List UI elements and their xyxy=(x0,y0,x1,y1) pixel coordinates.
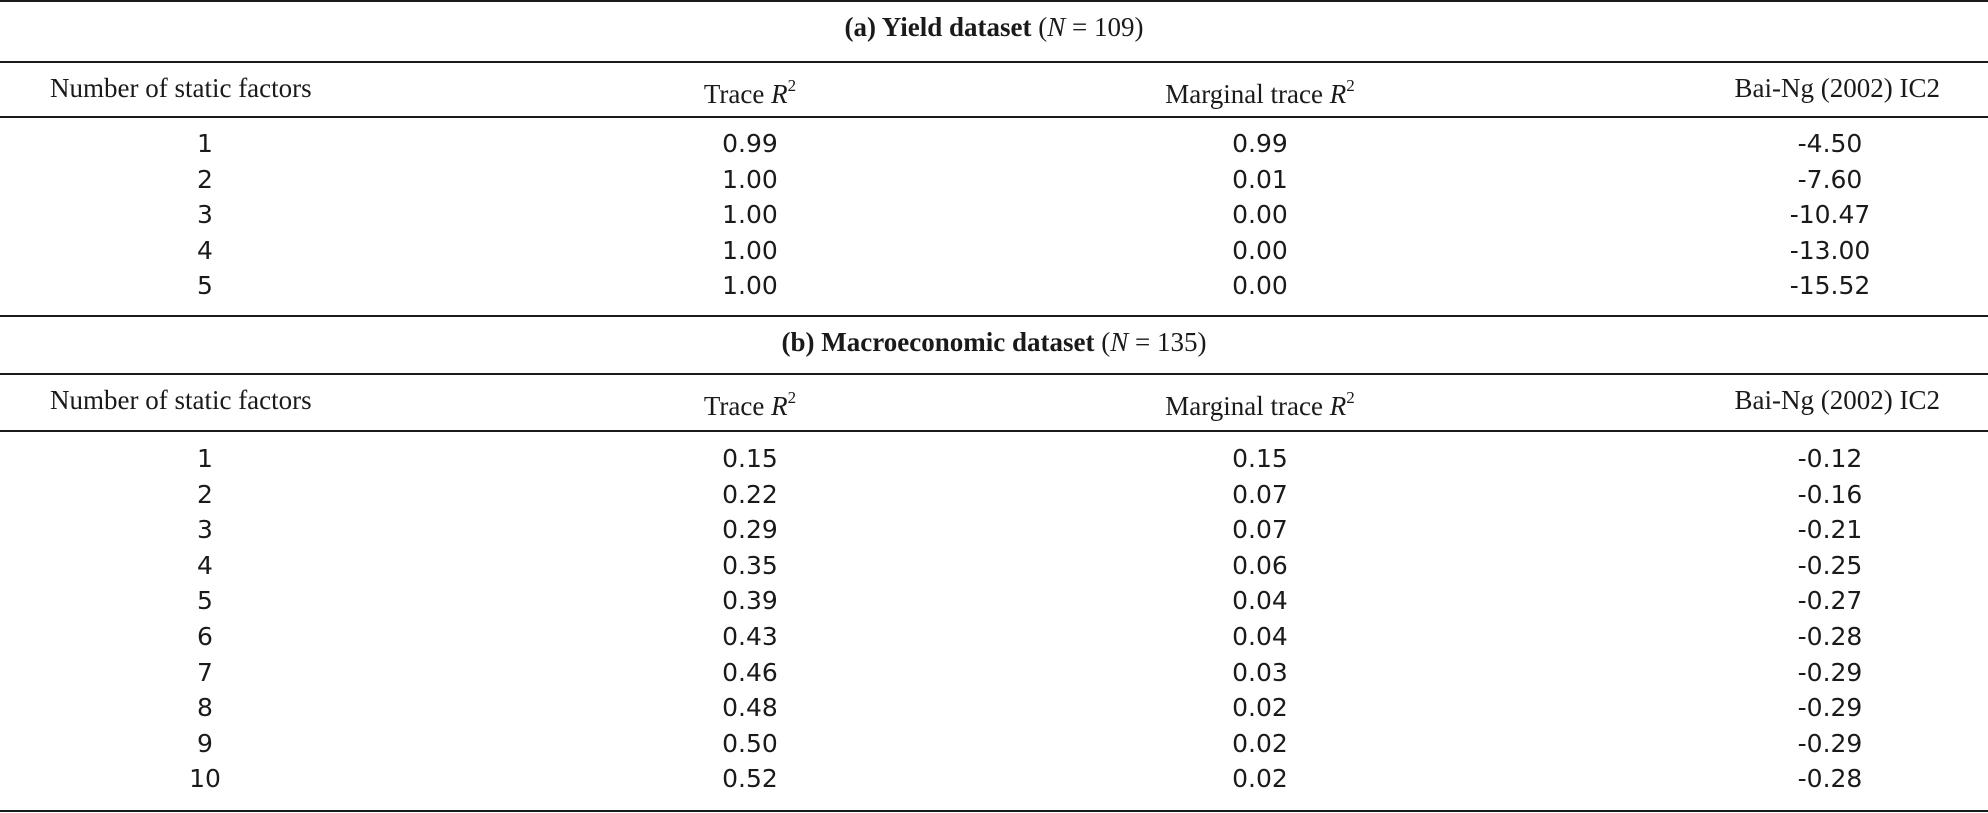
factors-cell: 7 xyxy=(197,657,213,687)
marginal-cell: 0.02 xyxy=(1232,728,1288,758)
factors-cell: 9 xyxy=(197,728,213,758)
factors-cell: 8 xyxy=(197,693,213,723)
trace-cell: 1.00 xyxy=(722,271,778,300)
trace-cell: 0.48 xyxy=(722,693,778,723)
panel-b-title: (b) Macroeconomic dataset (N = 135) xyxy=(0,326,1988,358)
panel-a-n-value: = 109) xyxy=(1065,12,1144,42)
factors-cell: 2 xyxy=(197,479,213,509)
marginal-cell: 0.06 xyxy=(1232,550,1288,580)
factors-cell: 1 xyxy=(197,444,213,473)
panel-a-n-prefix: ( xyxy=(1031,12,1048,42)
panel-b-header-trace: Trace R2 xyxy=(703,388,797,421)
panel-a-header-ic2: Bai-Ng (2002) IC2 xyxy=(1734,73,1940,103)
ic2-cell: -0.29 xyxy=(1797,657,1863,687)
panel-b-header-ic2: Bai-Ng (2002) IC2 xyxy=(1734,385,1940,415)
marginal-cell: 0.01 xyxy=(1232,164,1288,194)
marginal-cell: 0.02 xyxy=(1232,764,1288,794)
trace-cell: 0.29 xyxy=(722,515,778,545)
marginal-cell: 0.04 xyxy=(1232,622,1288,651)
ic2-cell: -0.28 xyxy=(1797,764,1863,794)
ic2-cell: -0.16 xyxy=(1797,479,1863,509)
trace-cell: 0.43 xyxy=(722,622,778,651)
marginal-cell: 0.02 xyxy=(1232,693,1288,723)
marginal-cell: 0.04 xyxy=(1232,586,1288,616)
trace-cell: 0.15 xyxy=(722,444,778,473)
factors-cell: 3 xyxy=(197,200,213,229)
panel-b-header-rule xyxy=(0,430,1988,432)
panel-b-header-factors: Number of static factors xyxy=(50,385,312,415)
panel-b-n-var: N xyxy=(1110,327,1129,357)
bottom-rule xyxy=(0,810,1988,812)
trace-cell: 1.00 xyxy=(722,235,778,265)
ic2-cell: -0.21 xyxy=(1797,515,1863,545)
trace-cell: 1.00 xyxy=(722,200,778,229)
trace-cell: 1.00 xyxy=(722,164,778,194)
panel-a-header-rule xyxy=(0,116,1988,118)
marginal-cell: 0.03 xyxy=(1232,657,1288,687)
panel-a-header-trace: Trace R2 xyxy=(703,76,797,109)
ic2-cell: -0.29 xyxy=(1797,693,1863,723)
factors-cell: 4 xyxy=(197,550,213,580)
marginal-cell: 0.00 xyxy=(1232,271,1288,300)
trace-cell: 0.22 xyxy=(722,479,778,509)
factors-cell: 6 xyxy=(197,622,213,651)
panel-b-n-value: = 135) xyxy=(1128,327,1207,357)
ic2-cell: -4.50 xyxy=(1797,129,1863,158)
panel-b-header-marginal: Marginal trace R2 xyxy=(1165,388,1355,421)
factors-cell: 2 xyxy=(197,164,213,194)
ic2-cell: -0.27 xyxy=(1797,586,1863,616)
ic2-cell: -0.12 xyxy=(1797,444,1863,473)
trace-cell: 0.50 xyxy=(722,728,778,758)
ic2-cell: -7.60 xyxy=(1797,164,1863,194)
panel-a-n-var: N xyxy=(1047,12,1066,42)
factors-cell: 1 xyxy=(197,129,213,158)
marginal-cell: 0.00 xyxy=(1232,200,1288,229)
panel-b-label: (b) Macroeconomic dataset xyxy=(781,327,1095,357)
ic2-cell: -0.28 xyxy=(1797,622,1863,651)
marginal-cell: 0.07 xyxy=(1232,479,1288,509)
factors-cell: 10 xyxy=(189,764,221,794)
trace-cell: 0.35 xyxy=(722,550,778,580)
panel-b-n-prefix: ( xyxy=(1094,327,1111,357)
factors-cell: 5 xyxy=(197,271,213,300)
trace-cell: 0.46 xyxy=(722,657,778,687)
factors-cell: 3 xyxy=(197,515,213,545)
factors-cell: 5 xyxy=(197,586,213,616)
marginal-cell: 0.99 xyxy=(1232,129,1288,158)
trace-cell: 0.99 xyxy=(722,129,778,158)
trace-cell: 0.52 xyxy=(722,764,778,794)
marginal-cell: 0.07 xyxy=(1232,515,1288,545)
panel-a-header-marginal: Marginal trace R2 xyxy=(1165,76,1355,109)
marginal-cell: 0.00 xyxy=(1232,235,1288,265)
ic2-cell: -15.52 xyxy=(1789,271,1871,300)
ic2-cell: -0.29 xyxy=(1797,728,1863,758)
ic2-cell: -13.00 xyxy=(1789,235,1871,265)
top-rule xyxy=(0,0,1988,2)
panel-a-title-rule xyxy=(0,61,1988,63)
panel-a-title: (a) Yield dataset (N = 109) xyxy=(0,11,1988,43)
panel-b-title-rule xyxy=(0,373,1988,375)
factors-cell: 4 xyxy=(197,235,213,265)
ic2-cell: -0.25 xyxy=(1797,550,1863,580)
panel-a-header-factors: Number of static factors xyxy=(50,73,312,103)
trace-cell: 0.39 xyxy=(722,586,778,616)
marginal-cell: 0.15 xyxy=(1232,444,1288,473)
panel-b-top-rule xyxy=(0,315,1988,317)
ic2-cell: -10.47 xyxy=(1789,200,1871,229)
panel-a-label: (a) Yield dataset xyxy=(844,12,1032,42)
